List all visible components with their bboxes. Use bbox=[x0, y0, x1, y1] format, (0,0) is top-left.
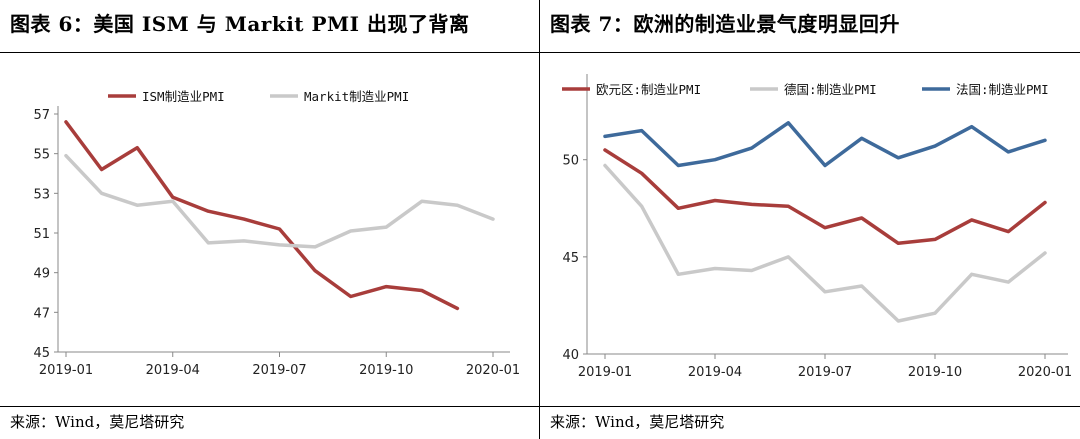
source-note: 来源：Wind，莫尼塔研究 bbox=[550, 413, 725, 431]
x-tick-label: 2019-01 bbox=[39, 363, 93, 378]
y-tick-label: 50 bbox=[562, 154, 579, 169]
legend-label: 法国:制造业PMI bbox=[956, 82, 1049, 97]
x-tick-label: 2019-04 bbox=[688, 365, 742, 380]
y-tick-label: 57 bbox=[33, 108, 50, 123]
source-rule bbox=[540, 406, 1080, 407]
legend-label: ISM制造业PMI bbox=[142, 89, 225, 104]
chart-panel-right: 图表 7：欧洲的制造业景气度明显回升 40 45 50 2019-01 2019-04 2… bbox=[540, 0, 1080, 439]
y-tick-label: 47 bbox=[33, 306, 50, 321]
y-tick-label: 51 bbox=[33, 227, 50, 242]
legend-label: 德国:制造业PMI bbox=[784, 82, 877, 97]
y-tick-label: 40 bbox=[562, 348, 579, 363]
x-tick-label: 2019-07 bbox=[798, 365, 852, 380]
panel-divider bbox=[539, 0, 540, 439]
x-tick-label: 2020-01 bbox=[466, 363, 520, 378]
legend-label: Markit制造业PMI bbox=[304, 89, 409, 104]
x-tick-label: 2020-01 bbox=[1018, 365, 1072, 380]
x-tick-label: 2019-01 bbox=[578, 365, 632, 380]
line-chart-us-pmi: 45 47 49 51 53 55 57 2019-01 2019-04 2019-07 2019-… bbox=[33, 89, 520, 378]
x-tick-label: 2019-04 bbox=[146, 363, 200, 378]
series-line-0 bbox=[603, 148, 1047, 246]
source-note: 来源：Wind，莫尼塔研究 bbox=[10, 413, 185, 431]
line-chart-europe-pmi: 40 45 50 2019-01 2019-04 2019-07 2019-10 2020-0… bbox=[562, 74, 1072, 380]
source-rule bbox=[0, 406, 540, 407]
y-tick-label: 45 bbox=[33, 346, 50, 361]
chart-title: 图表 6：美国 ISM 与 Markit PMI 出现了背离 bbox=[10, 12, 470, 36]
title-rule bbox=[0, 52, 540, 53]
y-tick-label: 55 bbox=[33, 148, 50, 163]
y-tick-label: 49 bbox=[33, 267, 50, 282]
chart-panel-left: 图表 6：美国 ISM 与 Markit PMI 出现了背离 45 47 49 51 5… bbox=[0, 12, 540, 431]
series-line-1 bbox=[603, 163, 1047, 323]
series-line-0 bbox=[64, 120, 460, 311]
chart-title: 图表 7：欧洲的制造业景气度明显回升 bbox=[550, 12, 900, 36]
series-line-1 bbox=[64, 153, 495, 249]
series-line-2 bbox=[603, 121, 1047, 168]
y-tick-label: 45 bbox=[562, 251, 579, 266]
legend-label: 欧元区:制造业PMI bbox=[596, 82, 701, 97]
x-tick-label: 2019-07 bbox=[252, 363, 306, 378]
x-tick-label: 2019-10 bbox=[359, 363, 413, 378]
y-tick-label: 53 bbox=[33, 187, 50, 202]
x-tick-label: 2019-10 bbox=[908, 365, 962, 380]
title-rule bbox=[540, 52, 1080, 53]
